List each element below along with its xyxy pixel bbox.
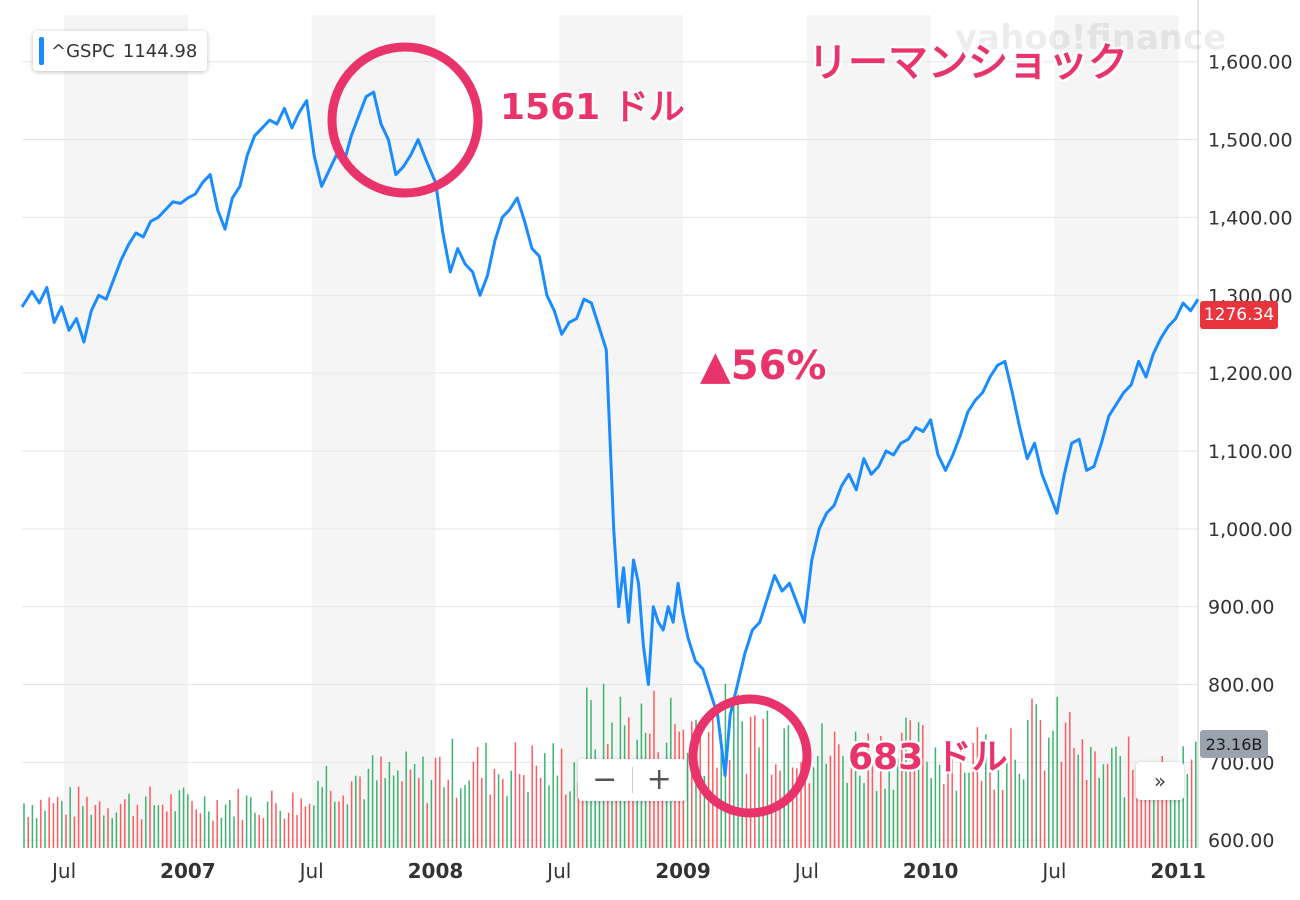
annotation-title: リーマンショック bbox=[808, 40, 1128, 86]
annotation-drop: ▲56% bbox=[700, 343, 827, 389]
annotation-peak: 1561 ドル bbox=[500, 87, 685, 128]
x-tick-label: 2007 bbox=[160, 859, 216, 883]
y-tick-label: 1,200.00 bbox=[1208, 363, 1293, 385]
volume-tag: 23.16B bbox=[1200, 730, 1268, 758]
watermark: yahoo!finance bbox=[955, 18, 1227, 58]
shade-band bbox=[1054, 15, 1179, 848]
x-tick-label: Jul bbox=[793, 859, 819, 883]
price-line bbox=[20, 90, 1200, 778]
y-tick-label: 1,000.00 bbox=[1208, 519, 1293, 541]
shade-band bbox=[64, 15, 188, 848]
zoom-out-button[interactable]: − bbox=[592, 762, 618, 797]
x-tick-label: Jul bbox=[50, 859, 76, 883]
x-tick-label: 2009 bbox=[655, 859, 711, 883]
x-tick-label: 2011 bbox=[1150, 859, 1206, 883]
y-tick-label: 900.00 bbox=[1208, 597, 1274, 619]
y-tick-label: 600.00 bbox=[1208, 830, 1274, 852]
x-tick-label: 2008 bbox=[408, 859, 464, 883]
shade-band bbox=[311, 15, 436, 848]
low-circle bbox=[688, 694, 812, 818]
y-tick-label: 800.00 bbox=[1208, 675, 1274, 697]
fast-forward-button[interactable]: » bbox=[1136, 762, 1184, 800]
shade-band bbox=[806, 15, 931, 848]
x-tick-label: 2010 bbox=[903, 859, 959, 883]
last-price-tag: 1276.34 bbox=[1200, 301, 1278, 329]
zoom-controls: − + bbox=[578, 759, 686, 801]
legend-swatch bbox=[39, 37, 44, 65]
legend-box: ^GSPC 1144.98 bbox=[33, 31, 208, 71]
legend-value: 1144.98 bbox=[122, 40, 198, 62]
x-tick-label: Jul bbox=[298, 859, 324, 883]
y-tick-label: 1,100.00 bbox=[1208, 441, 1293, 463]
annotation-low: 683 ドル bbox=[848, 737, 1008, 778]
zoom-in-button[interactable]: + bbox=[646, 762, 672, 797]
y-tick-label: 1,400.00 bbox=[1208, 207, 1293, 229]
y-tick-label: 1,500.00 bbox=[1208, 130, 1293, 152]
y-tick-label: 1,600.00 bbox=[1208, 52, 1293, 74]
zoom-divider bbox=[631, 767, 633, 793]
legend-symbol: ^GSPC bbox=[51, 40, 115, 62]
x-tick-label: Jul bbox=[545, 859, 571, 883]
x-tick-label: Jul bbox=[1040, 859, 1066, 883]
peak-circle bbox=[327, 42, 483, 198]
